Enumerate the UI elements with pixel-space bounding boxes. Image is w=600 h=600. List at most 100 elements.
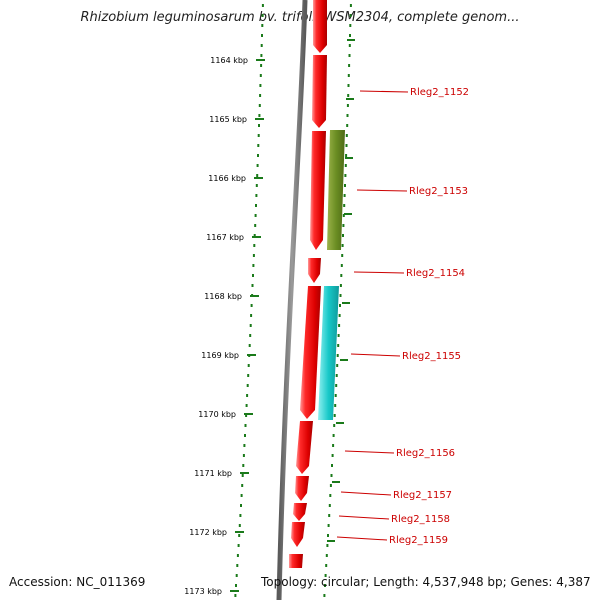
leader-rleg2-1159 — [336, 536, 388, 541]
inner-ring-dot — [341, 244, 344, 247]
inner-ring-dot — [337, 334, 340, 337]
outer-ring-dot — [252, 254, 255, 257]
kbp-label-1169: 1169 kbp — [201, 351, 239, 360]
outer-ring-dot — [244, 424, 247, 427]
outer-ring-dot — [256, 174, 259, 177]
inner-ring-dot — [343, 204, 346, 207]
inner-ring-dot — [327, 534, 329, 537]
gene-label-rleg2-1152[interactable]: Rleg2_1152 — [410, 87, 469, 98]
gene-arrow-bottom[interactable] — [289, 554, 303, 568]
gene-label-rleg2-1157[interactable]: Rleg2_1157 — [393, 490, 452, 501]
leader-rleg2-1154 — [353, 271, 405, 274]
inner-ring-dot — [344, 174, 347, 177]
inner-ring-dot — [339, 304, 341, 307]
inner-ring-dot — [330, 474, 333, 477]
outer-ring-dot — [260, 64, 263, 67]
inner-ring-dot — [333, 414, 336, 417]
inner-ring-dot — [331, 454, 334, 457]
kbp-label-1171: 1171 kbp — [194, 469, 232, 478]
inner-ring-dot — [332, 444, 335, 447]
gene-arrow-rleg2-1159[interactable] — [291, 522, 305, 547]
inner-ring-dot — [334, 394, 337, 397]
inner-ring-dot — [329, 484, 332, 487]
outer-ring-dot — [261, 34, 263, 37]
outer-ring-dot — [260, 54, 263, 57]
inner-ring-dot — [344, 164, 347, 167]
outer-ring-dot — [260, 44, 263, 47]
outer-ring-dot — [255, 184, 258, 187]
outer-ring-dot — [249, 324, 252, 327]
inner-ring-dot — [345, 144, 348, 147]
outer-ring-dot — [240, 504, 242, 507]
outer-ring-dot — [237, 544, 240, 547]
inner-ring-dot — [346, 124, 349, 127]
gene-block-green[interactable] — [327, 130, 345, 250]
outer-ring-dot — [252, 264, 255, 267]
outer-ring-dot — [259, 74, 262, 77]
gene-label-rleg2-1155[interactable]: Rleg2_1155 — [402, 351, 461, 362]
accession-text: Accession: NC_011369 — [9, 575, 146, 589]
inner-ring-dot — [338, 324, 341, 327]
gene-block-cyan[interactable] — [318, 286, 339, 420]
inner-ring-dot — [333, 424, 336, 427]
kbp-label-1170: 1170 kbp — [198, 410, 236, 419]
inner-ring-dot — [335, 374, 338, 377]
outer-ring-dot — [250, 314, 253, 317]
inner-ring-dot — [325, 564, 328, 567]
gene-label-rleg2-1159[interactable]: Rleg2_1159 — [389, 535, 448, 546]
topology-summary: Topology: circular; Length: 4,537,948 bp… — [261, 575, 591, 589]
leader-rleg2-1156 — [344, 450, 395, 454]
gene-arrow-top[interactable] — [313, 0, 327, 53]
outer-ring-dot — [246, 394, 249, 397]
gene-label-rleg2-1154[interactable]: Rleg2_1154 — [406, 268, 465, 279]
gene-label-rleg2-1153[interactable]: Rleg2_1153 — [409, 186, 468, 197]
inner-ring-dot — [324, 584, 326, 587]
gene-arrow-rleg2-1156[interactable] — [296, 421, 313, 474]
gene-arrow-rleg2-1155[interactable] — [300, 286, 321, 419]
inner-ring-dot — [349, 14, 352, 17]
kbp-label-1172: 1172 kbp — [189, 528, 227, 537]
inner-ring-dot — [347, 94, 350, 97]
outer-ring-dot — [235, 574, 238, 577]
outer-ring-dot — [249, 334, 252, 337]
inner-ring-dot — [331, 464, 333, 467]
outer-ring-dot — [241, 474, 244, 477]
outer-ring-dot — [253, 234, 256, 237]
kbp-label-1173: 1173 kbp — [184, 587, 222, 596]
inner-ring-dot — [329, 494, 332, 497]
outer-ring-dot — [248, 344, 251, 347]
outer-ring-dot — [240, 494, 243, 497]
inner-ring-ticks — [327, 39, 355, 542]
inner-ring-dot — [343, 194, 346, 197]
inner-ring-dot — [344, 184, 346, 187]
outer-ring-dot — [241, 484, 244, 487]
outer-ring-dot — [243, 444, 246, 447]
gene-arrow-rleg2-1157[interactable] — [295, 476, 309, 501]
inner-ring-dot — [340, 264, 343, 267]
outer-ring-dot — [261, 14, 264, 17]
outer-ring-dot — [253, 244, 256, 247]
outer-ring-dot — [254, 214, 257, 217]
leader-rleg2-1155 — [350, 353, 401, 357]
gene-label-rleg2-1158[interactable]: Rleg2_1158 — [391, 514, 450, 525]
inner-ring-dot — [335, 384, 338, 387]
gene-arrow-rleg2-1154[interactable] — [308, 258, 321, 283]
inner-ring-dot — [349, 4, 352, 7]
gene-arrow-rleg2-1152[interactable] — [312, 55, 327, 128]
kbp-tick-group: 1164 kbp 1165 kbp 1166 kbp 1167 kbp 1168… — [184, 56, 265, 596]
kbp-label-1165: 1165 kbp — [209, 115, 247, 124]
inner-ring-dot — [348, 54, 351, 57]
gene-arrow-rleg2-1153[interactable] — [310, 131, 326, 250]
gene-label-rleg2-1156[interactable]: Rleg2_1156 — [396, 448, 455, 459]
leader-rleg2-1157 — [340, 491, 392, 496]
outer-ring-dot — [238, 534, 241, 537]
outer-ring-dot — [244, 434, 246, 437]
inner-ring-dot — [324, 574, 327, 577]
inner-ring-dot — [332, 434, 335, 437]
inner-ring-dot — [339, 284, 342, 287]
outer-ring-dot — [238, 524, 241, 527]
gene-arrow-rleg2-1158[interactable] — [293, 503, 307, 521]
outer-ring-dot — [256, 164, 259, 167]
outer-ring-dot — [255, 204, 257, 207]
